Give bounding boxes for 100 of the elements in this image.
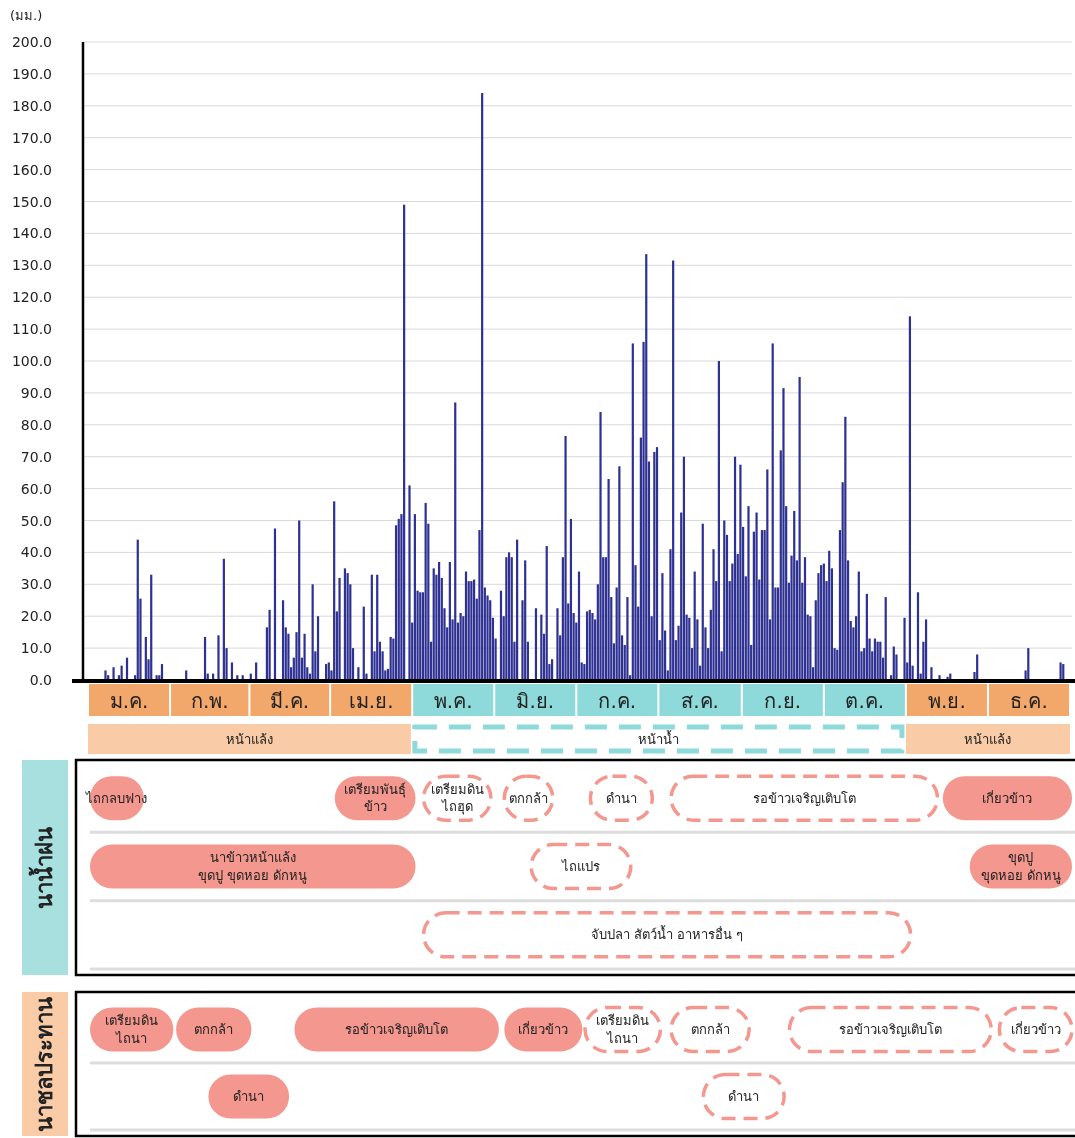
- y-tick-label: 200.0: [11, 34, 52, 50]
- text: ตกกล้า: [194, 1022, 234, 1038]
- bar: [222, 558, 225, 680]
- text: จับปลา สัตว์น้ำ อาหารอื่น ๆ: [590, 925, 744, 943]
- bar: [672, 260, 675, 680]
- bar: [403, 204, 406, 680]
- y-tick-label: 170.0: [11, 129, 52, 146]
- text: หน้าแล้ง: [225, 732, 273, 747]
- bar: [884, 597, 887, 680]
- bar: [747, 506, 750, 680]
- text: ดำนา: [605, 790, 637, 806]
- y-tick-label: 0.0: [29, 672, 52, 688]
- text: ดำนา: [728, 1089, 760, 1105]
- y-tick-label: 150.0: [11, 193, 52, 210]
- y-tick-label: 190.0: [11, 65, 52, 82]
- bar: [217, 635, 220, 680]
- text: ไถแปร: [561, 859, 600, 875]
- bar: [857, 571, 860, 680]
- text: เกี่ยวข้าว: [1010, 1021, 1061, 1038]
- bar: [397, 518, 400, 680]
- bar: [338, 577, 341, 680]
- text: รอข้าวเจริญเติบโต: [345, 1022, 449, 1038]
- bar: [268, 609, 271, 680]
- bar: [516, 539, 519, 680]
- x-tick-label: ธ.ค.: [1010, 689, 1048, 713]
- x-tick-label: พ.ย.: [928, 689, 966, 713]
- y-tick-label: 50.0: [20, 512, 52, 529]
- bar: [693, 571, 696, 680]
- y-tick-label: 90.0: [20, 384, 52, 401]
- bar: [376, 574, 379, 680]
- text: รอข้าวเจริญเติบโต: [838, 1022, 942, 1038]
- bar: [916, 592, 920, 680]
- bar: [448, 561, 451, 680]
- bar: [438, 561, 441, 680]
- bar: [739, 464, 742, 680]
- bar: [723, 520, 726, 680]
- y-tick-label: 140.0: [11, 225, 52, 242]
- bar: [661, 573, 664, 680]
- text: นาข้าวหน้าแล้ง ขุดปู ขุดหอย ดักหนู: [198, 850, 308, 884]
- bar: [298, 520, 301, 680]
- bar: [556, 608, 559, 680]
- x-tick-label: ก.พ.: [190, 689, 229, 713]
- bar: [136, 539, 139, 680]
- bar: [782, 388, 785, 680]
- y-tick-label: 30.0: [20, 576, 52, 593]
- bar: [645, 254, 648, 680]
- bar: [682, 456, 686, 680]
- bar: [803, 557, 807, 680]
- bar: [273, 528, 277, 680]
- y-tick-label: 10.0: [20, 640, 52, 657]
- x-tick-label: ม.ค.: [109, 689, 149, 713]
- x-tick-label: ส.ค.: [681, 689, 719, 713]
- bar: [733, 456, 737, 680]
- bar: [333, 501, 336, 680]
- bar: [760, 530, 764, 680]
- bar: [908, 316, 912, 680]
- bar: [631, 343, 634, 680]
- text: หน้าแล้ง: [964, 732, 1012, 747]
- bar: [507, 552, 511, 680]
- bar: [481, 93, 484, 680]
- text: ตกกล้า: [690, 1022, 730, 1038]
- bar: [424, 502, 427, 680]
- bar: [938, 675, 941, 680]
- x-tick-label: พ.ค.: [433, 689, 473, 713]
- bar: [607, 479, 610, 680]
- bar: [454, 402, 457, 680]
- text: ไถกลบฟาง: [85, 790, 148, 806]
- bar: [408, 485, 411, 680]
- bar: [655, 447, 659, 680]
- bar: [903, 617, 906, 680]
- bar: [599, 412, 602, 680]
- y-tick-label: 160.0: [11, 161, 52, 178]
- bar: [112, 667, 115, 680]
- y-tick-label: 70.0: [20, 448, 52, 465]
- bar: [717, 361, 720, 680]
- bar: [930, 667, 933, 680]
- bar: [755, 512, 758, 680]
- x-tick-label: เม.ย.: [348, 689, 394, 713]
- bar: [653, 451, 656, 680]
- y-tick-label: 100.0: [11, 353, 52, 369]
- bar: [766, 469, 769, 680]
- text: เตรียมดิน ไถนา: [596, 1013, 650, 1046]
- bar: [545, 546, 548, 680]
- bar: [281, 600, 285, 680]
- text: เกี่ยวข้าว: [518, 1021, 569, 1038]
- bar: [311, 584, 314, 680]
- bar: [419, 592, 422, 680]
- y-tick-label: 80.0: [20, 416, 52, 433]
- bar: [591, 613, 594, 680]
- y-tick-label: 180.0: [11, 97, 52, 114]
- bar: [524, 560, 527, 680]
- text: รอข้าวเจริญเติบโต: [752, 790, 856, 806]
- bar: [343, 568, 347, 680]
- bar: [798, 376, 801, 680]
- text: ตกกล้า: [509, 790, 549, 806]
- bar: [432, 568, 435, 680]
- x-tick-label: ก.ค.: [598, 689, 637, 713]
- y-tick-label: 40.0: [20, 544, 52, 561]
- x-tick-label: ต.ค.: [845, 689, 885, 713]
- bar: [701, 523, 704, 680]
